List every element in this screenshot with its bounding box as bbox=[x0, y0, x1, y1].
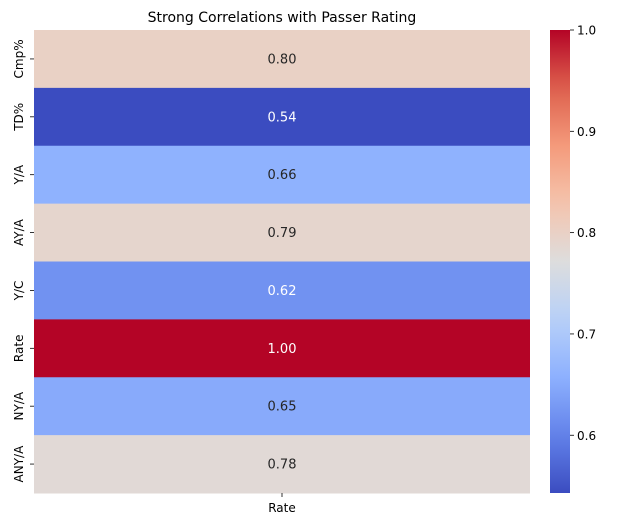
row-label: Y/A bbox=[12, 164, 26, 185]
heatmap-cell bbox=[34, 261, 530, 320]
cell-annotation: 0.78 bbox=[268, 458, 297, 473]
heatmap-cell bbox=[34, 319, 530, 378]
heatmap-cell bbox=[34, 203, 530, 262]
heatmap-cell bbox=[34, 87, 530, 147]
cell-annotation: 0.79 bbox=[268, 226, 297, 241]
colorbar: 0.6 0.7 0.8 0.9 1.0 bbox=[550, 24, 596, 493]
cell-annotation: 1.00 bbox=[268, 342, 297, 357]
colorbar-gradient bbox=[550, 30, 570, 493]
colorbar-tick-label: 0.6 bbox=[577, 429, 596, 443]
chart-title: Strong Correlations with Passer Rating bbox=[148, 10, 417, 26]
cell-annotation: 0.62 bbox=[268, 284, 297, 299]
row-label: Rate bbox=[12, 335, 26, 363]
colorbar-tick-label: 1.0 bbox=[577, 24, 596, 38]
row-label: Cmp% bbox=[12, 39, 26, 78]
colorbar-tick-label: 0.9 bbox=[577, 125, 596, 139]
colorbar-tick-label: 0.7 bbox=[577, 327, 596, 341]
row-labels: Cmp% TD% Y/A AY/A Y/C Rate NY/A ANY/A bbox=[12, 39, 34, 482]
row-label: NY/A bbox=[12, 391, 26, 420]
row-label: AY/A bbox=[12, 218, 26, 246]
column-labels: Rate bbox=[268, 493, 296, 515]
heatmap-cell bbox=[34, 377, 530, 436]
cell-annotation: 0.66 bbox=[268, 168, 297, 183]
heatmap-cell bbox=[34, 435, 530, 494]
row-label: TD% bbox=[12, 103, 26, 132]
row-label: ANY/A bbox=[12, 445, 26, 483]
colorbar-tick-label: 0.8 bbox=[577, 226, 596, 240]
cell-annotation: 0.54 bbox=[268, 110, 297, 125]
column-label: Rate bbox=[268, 501, 296, 515]
row-label: Y/C bbox=[12, 281, 26, 302]
heatmap-cell bbox=[34, 30, 530, 89]
cell-annotation: 0.80 bbox=[268, 52, 297, 67]
heatmap-cell bbox=[34, 145, 530, 205]
heatmap-cells: 0.80 0.54 0.66 0.79 0.62 1.00 0.65 0.78 bbox=[34, 30, 530, 494]
cell-annotation: 0.65 bbox=[268, 400, 297, 415]
